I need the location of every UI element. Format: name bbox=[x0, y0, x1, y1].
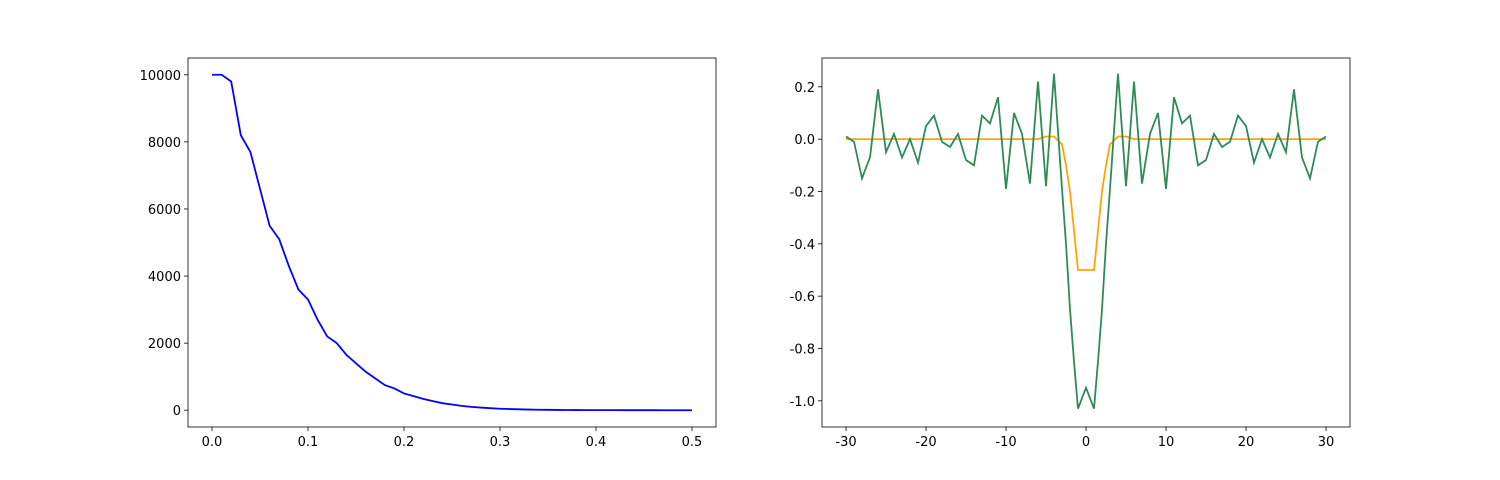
x-tick-label: -10 bbox=[995, 435, 1016, 450]
y-tick-label: 0 bbox=[173, 404, 181, 419]
y-tick-label: 4000 bbox=[148, 270, 181, 285]
y-tick-label: -0.6 bbox=[790, 290, 815, 305]
y-tick-label: 0.0 bbox=[794, 133, 815, 148]
x-tick-label: 0 bbox=[1082, 435, 1090, 450]
x-tick-label: 0.1 bbox=[298, 435, 319, 450]
y-tick-label: 6000 bbox=[148, 203, 181, 218]
x-tick-label: 0.5 bbox=[682, 435, 703, 450]
x-tick-label: -30 bbox=[835, 435, 856, 450]
y-tick-label: -1.0 bbox=[790, 395, 815, 410]
axes-frame bbox=[821, 57, 1351, 428]
x-tick-label: 0.4 bbox=[586, 435, 607, 450]
y-tick-label: 8000 bbox=[148, 136, 181, 151]
axes-frame bbox=[187, 57, 717, 428]
y-tick-label: -0.4 bbox=[790, 238, 815, 253]
x-tick-label: 10 bbox=[1158, 435, 1175, 450]
x-tick-label: 0.3 bbox=[490, 435, 511, 450]
x-tick-label: 30 bbox=[1318, 435, 1335, 450]
y-tick-label: 0.2 bbox=[794, 81, 815, 96]
x-tick-label: -20 bbox=[915, 435, 936, 450]
y-tick-label: -0.2 bbox=[790, 185, 815, 200]
data-line bbox=[845, 73, 1327, 410]
x-tick-label: 20 bbox=[1238, 435, 1255, 450]
x-tick-label: 0.0 bbox=[202, 435, 223, 450]
y-tick-label: -0.8 bbox=[790, 342, 815, 357]
data-line bbox=[212, 73, 692, 412]
y-tick-label: 10000 bbox=[140, 69, 181, 84]
y-tick-label: 2000 bbox=[148, 337, 181, 352]
x-tick-label: 0.2 bbox=[394, 435, 415, 450]
data-line bbox=[846, 135, 1326, 271]
